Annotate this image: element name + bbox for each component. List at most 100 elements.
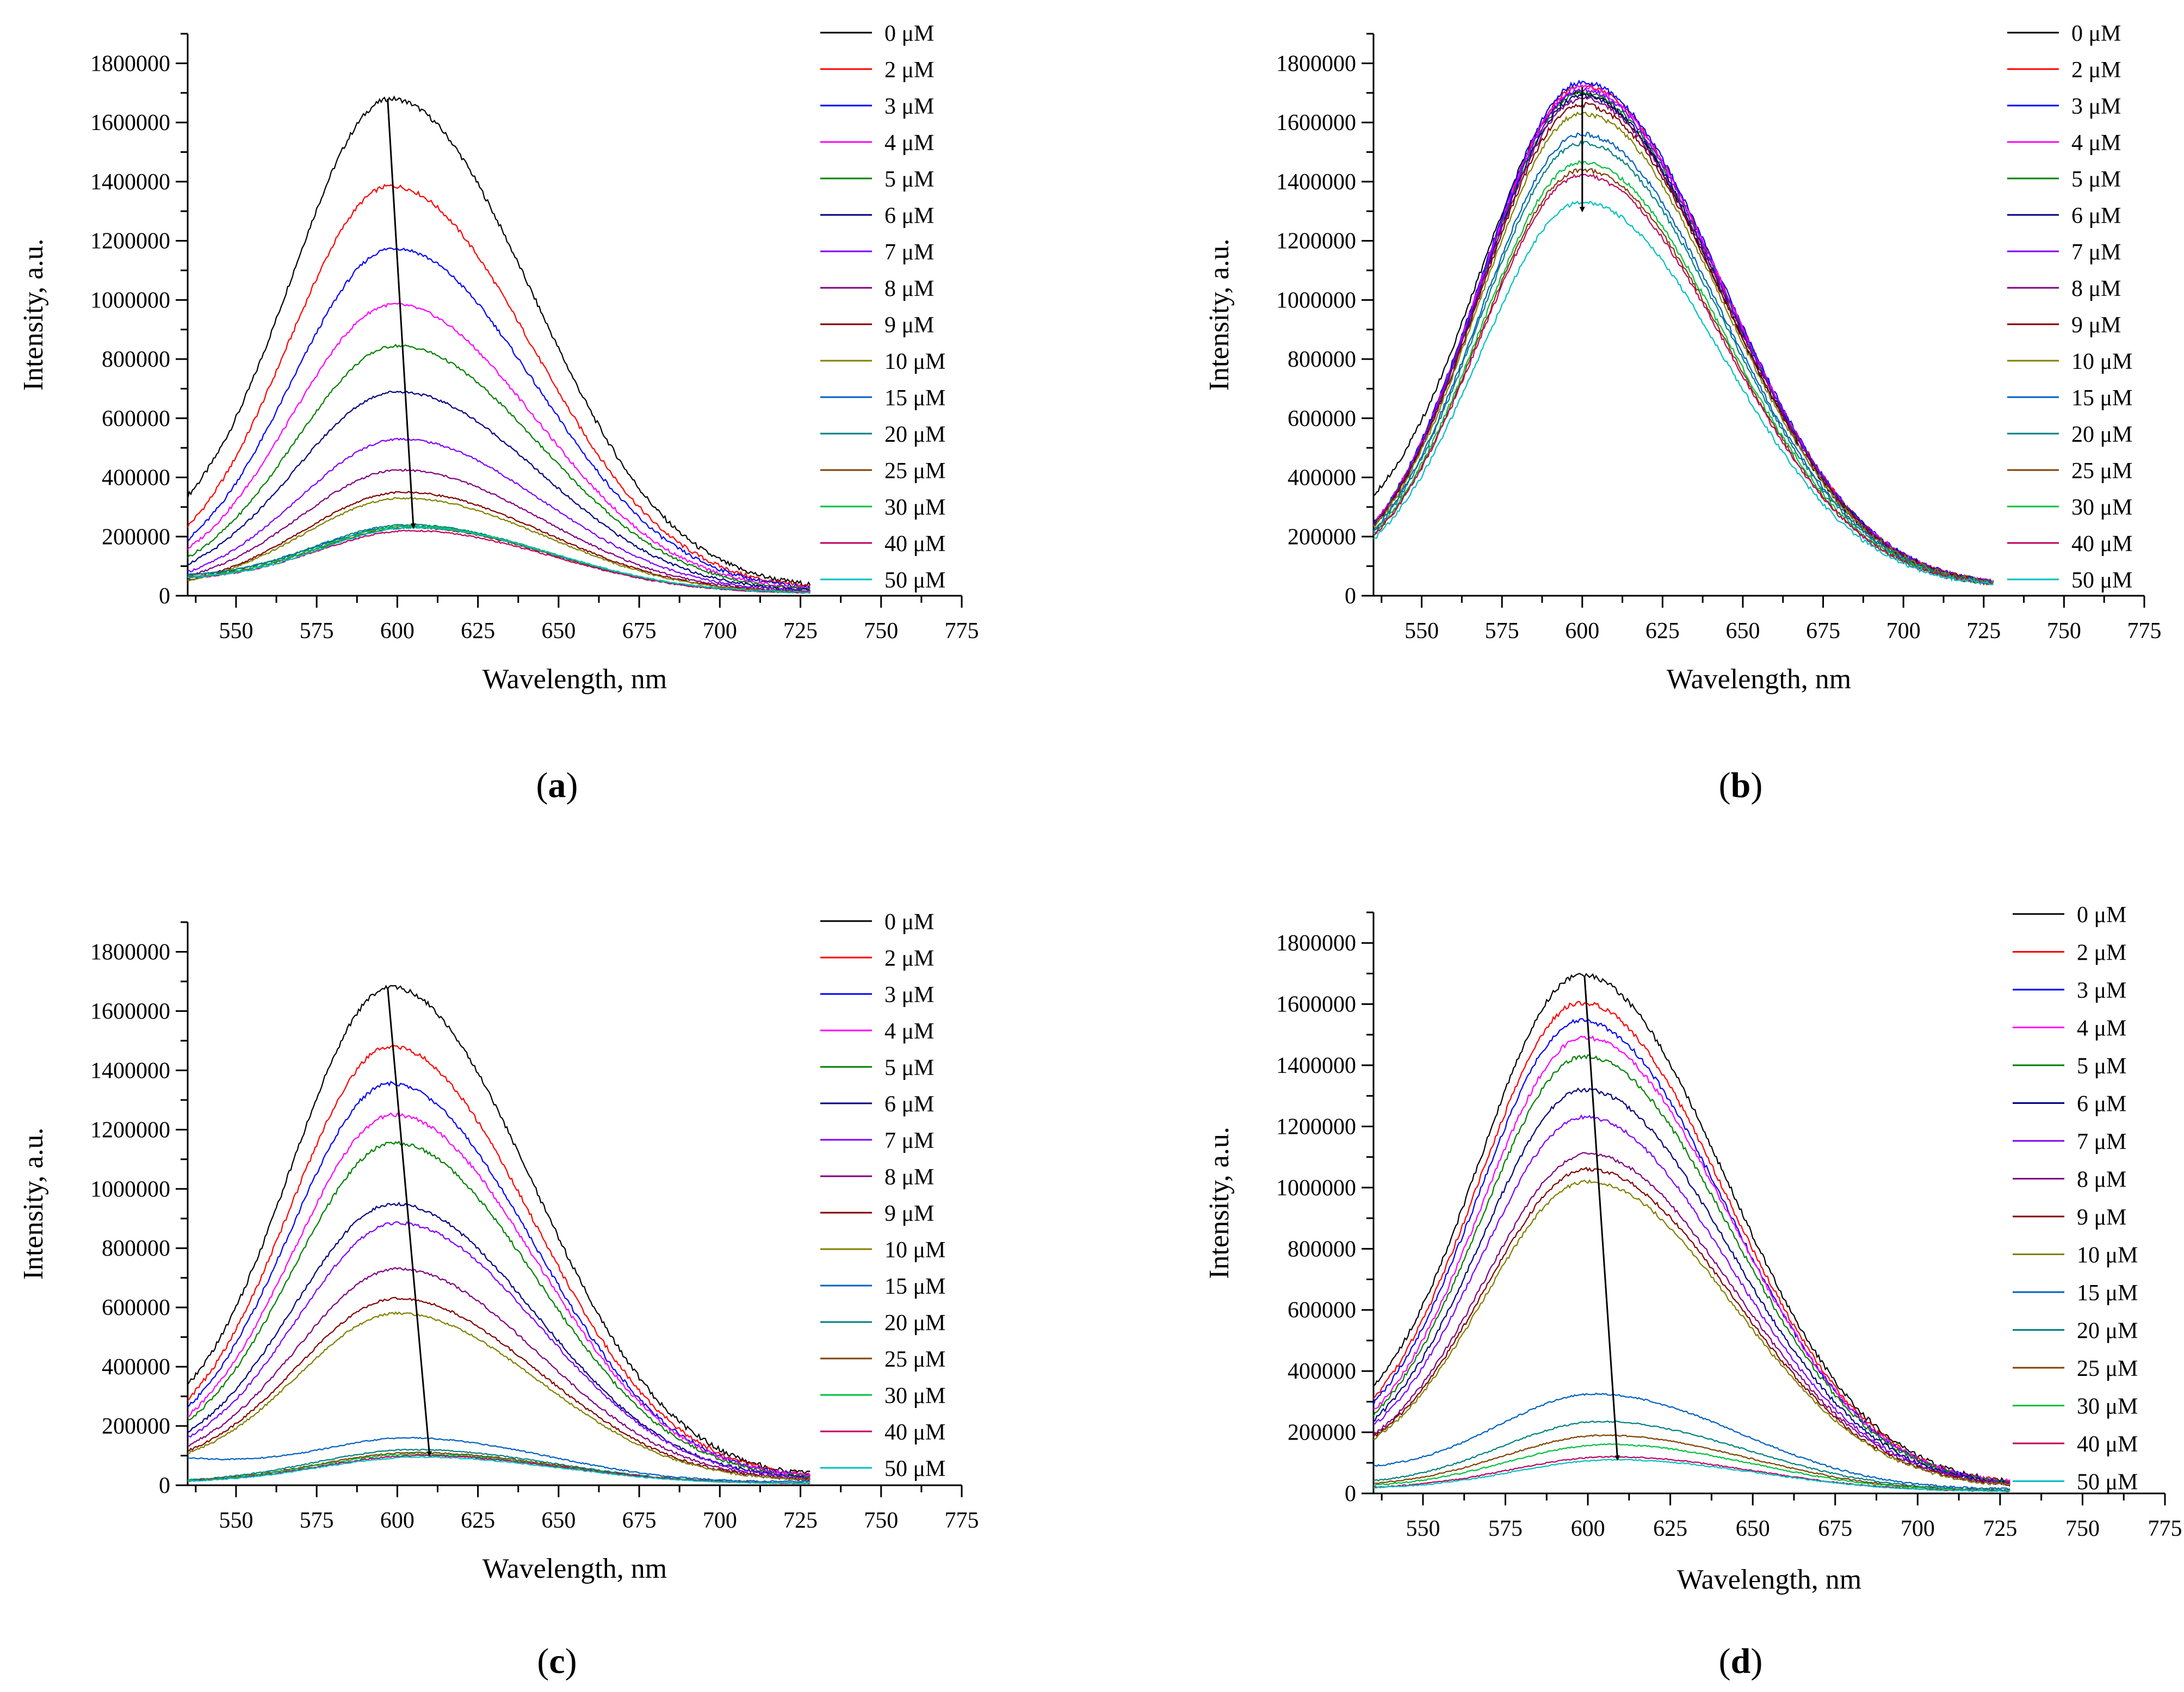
legend: 0 μM 2 μM 3 μM 4 μM 5 μM 6 μM 7 μM 8 μM 9 μM 10 μ… bbox=[820, 21, 945, 593]
legend-label: 4 μM bbox=[2071, 131, 2121, 156]
series-line-40-μM bbox=[1373, 174, 1994, 586]
legend-label: 9 μM bbox=[884, 313, 934, 338]
legend-label: 9 μM bbox=[884, 1201, 934, 1226]
y-tick-label: 0 bbox=[1345, 1481, 1356, 1506]
x-tick-label: 575 bbox=[1485, 619, 1519, 644]
x-tick-label: 625 bbox=[1645, 619, 1680, 644]
trend-arrow bbox=[387, 98, 416, 529]
x-axis-label: Wavelength, nm bbox=[1667, 664, 1852, 695]
x-tick-label: 675 bbox=[622, 1508, 657, 1533]
y-tick-label: 1400000 bbox=[90, 170, 170, 195]
legend-label: 2 μM bbox=[884, 58, 934, 83]
y-tick-label: 600000 bbox=[102, 1295, 170, 1320]
legend-label: 6 μM bbox=[2071, 203, 2121, 229]
series-line-8-μM bbox=[187, 468, 811, 592]
x-tick-label: 550 bbox=[219, 619, 253, 644]
x-tick-label: 700 bbox=[1886, 619, 1921, 644]
legend-label: 8 μM bbox=[884, 1165, 934, 1190]
series-line-15-μM bbox=[1373, 1392, 2010, 1491]
x-tick-label: 750 bbox=[864, 1508, 898, 1533]
legend-label: 2 μM bbox=[2071, 58, 2121, 83]
legend-label: 3 μM bbox=[2071, 94, 2121, 119]
series-line-9-μM bbox=[187, 491, 811, 594]
legend-label: 20 μM bbox=[2077, 1319, 2138, 1344]
legend-label: 8 μM bbox=[2071, 276, 2121, 301]
x-tick-label: 550 bbox=[1405, 619, 1439, 644]
legend-label: 15 μM bbox=[884, 1274, 945, 1299]
series-line-2-μM bbox=[187, 1045, 811, 1477]
y-tick-label: 800000 bbox=[102, 347, 170, 372]
y-tick-label: 1000000 bbox=[1276, 1176, 1356, 1201]
legend-label: 0 μM bbox=[884, 21, 934, 46]
x-tick-label: 575 bbox=[300, 1508, 334, 1533]
series-line-25-μM bbox=[1373, 168, 1994, 586]
series-line-50-μM bbox=[1373, 1459, 2010, 1492]
y-tick-label: 1800000 bbox=[90, 51, 170, 76]
y-tick-label: 200000 bbox=[102, 1414, 170, 1439]
x-tick-label: 675 bbox=[1818, 1516, 1852, 1541]
y-tick-label: 1600000 bbox=[1276, 992, 1356, 1017]
series-line-2-μM bbox=[187, 183, 811, 588]
legend-label: 5 μM bbox=[2071, 167, 2121, 192]
series-line-3-μM bbox=[1372, 79, 1994, 585]
series-line-0-μM bbox=[187, 95, 811, 587]
legend-label: 20 μM bbox=[884, 422, 945, 447]
x-tick-label: 775 bbox=[2127, 619, 2162, 644]
series-line-30-μM bbox=[1373, 160, 1994, 585]
series-line-9-μM bbox=[1373, 1166, 2010, 1487]
y-tick-label: 1200000 bbox=[1276, 1114, 1356, 1139]
trend-arrow bbox=[387, 987, 432, 1457]
series-line-50-μM bbox=[187, 1456, 811, 1484]
y-tick-label: 1800000 bbox=[1276, 931, 1356, 956]
legend-label: 0 μM bbox=[2071, 21, 2121, 46]
x-tick-label: 675 bbox=[1806, 619, 1840, 644]
x-tick-label: 700 bbox=[1901, 1516, 1935, 1541]
legend-label: 3 μM bbox=[2077, 978, 2126, 1003]
series-line-7-μM bbox=[187, 437, 811, 592]
series-line-5-μM bbox=[1372, 1054, 2010, 1486]
legend-label: 3 μM bbox=[884, 983, 934, 1008]
y-tick-label: 400000 bbox=[1288, 1359, 1356, 1384]
y-tick-label: 1800000 bbox=[1276, 51, 1356, 76]
y-tick-label: 1200000 bbox=[90, 1117, 170, 1143]
legend-label: 4 μM bbox=[2077, 1016, 2126, 1041]
trend-arrow bbox=[1583, 976, 1620, 1461]
chart-panel-c: 550 575 600 625 650 675 700 725 750 775 0 200000 400… bbox=[18, 910, 979, 1681]
x-tick-label: 575 bbox=[300, 619, 334, 644]
series-line-9-μM bbox=[1373, 102, 1994, 584]
legend-label: 7 μM bbox=[2077, 1129, 2126, 1154]
y-tick-label: 200000 bbox=[1288, 524, 1356, 549]
panel-caption: (d) bbox=[1719, 1641, 1763, 1681]
y-tick-label: 1800000 bbox=[90, 940, 170, 965]
y-axis-label: Intensity, a.u. bbox=[1204, 239, 1235, 391]
series-line-6-μM bbox=[187, 391, 811, 591]
x-tick-label: 600 bbox=[1571, 1516, 1605, 1541]
legend-label: 20 μM bbox=[2071, 422, 2132, 447]
series-line-10-μM bbox=[187, 497, 811, 594]
x-tick-label: 775 bbox=[945, 1508, 979, 1533]
legend-label: 5 μM bbox=[884, 1055, 934, 1080]
x-axis-label: Wavelength, nm bbox=[482, 1553, 667, 1584]
series-line-8-μM bbox=[1373, 1152, 2010, 1485]
series-line-5-μM bbox=[187, 343, 811, 590]
legend-label: 40 μM bbox=[2071, 532, 2132, 557]
x-tick-label: 725 bbox=[1983, 1516, 2017, 1541]
legend-label: 40 μM bbox=[884, 1420, 945, 1445]
legend-label: 25 μM bbox=[884, 459, 945, 484]
y-tick-label: 600000 bbox=[1288, 1298, 1356, 1323]
y-tick-label: 800000 bbox=[1288, 1237, 1356, 1262]
x-tick-label: 625 bbox=[1653, 1516, 1687, 1541]
y-tick-label: 600000 bbox=[1288, 406, 1356, 431]
legend-label: 50 μM bbox=[884, 1456, 945, 1481]
series-line-4-μM bbox=[1373, 1035, 2010, 1484]
x-tick-label: 725 bbox=[1966, 619, 2001, 644]
series-line-10-μM bbox=[1373, 111, 1994, 585]
series-line-30-μM bbox=[1373, 1443, 2010, 1492]
legend-label: 50 μM bbox=[884, 568, 945, 593]
x-tick-label: 550 bbox=[219, 1508, 253, 1533]
legend-label: 15 μM bbox=[2077, 1281, 2138, 1306]
x-tick-label: 775 bbox=[945, 619, 979, 644]
legend-label: 40 μM bbox=[2077, 1432, 2138, 1457]
y-tick-label: 1400000 bbox=[1276, 170, 1356, 195]
